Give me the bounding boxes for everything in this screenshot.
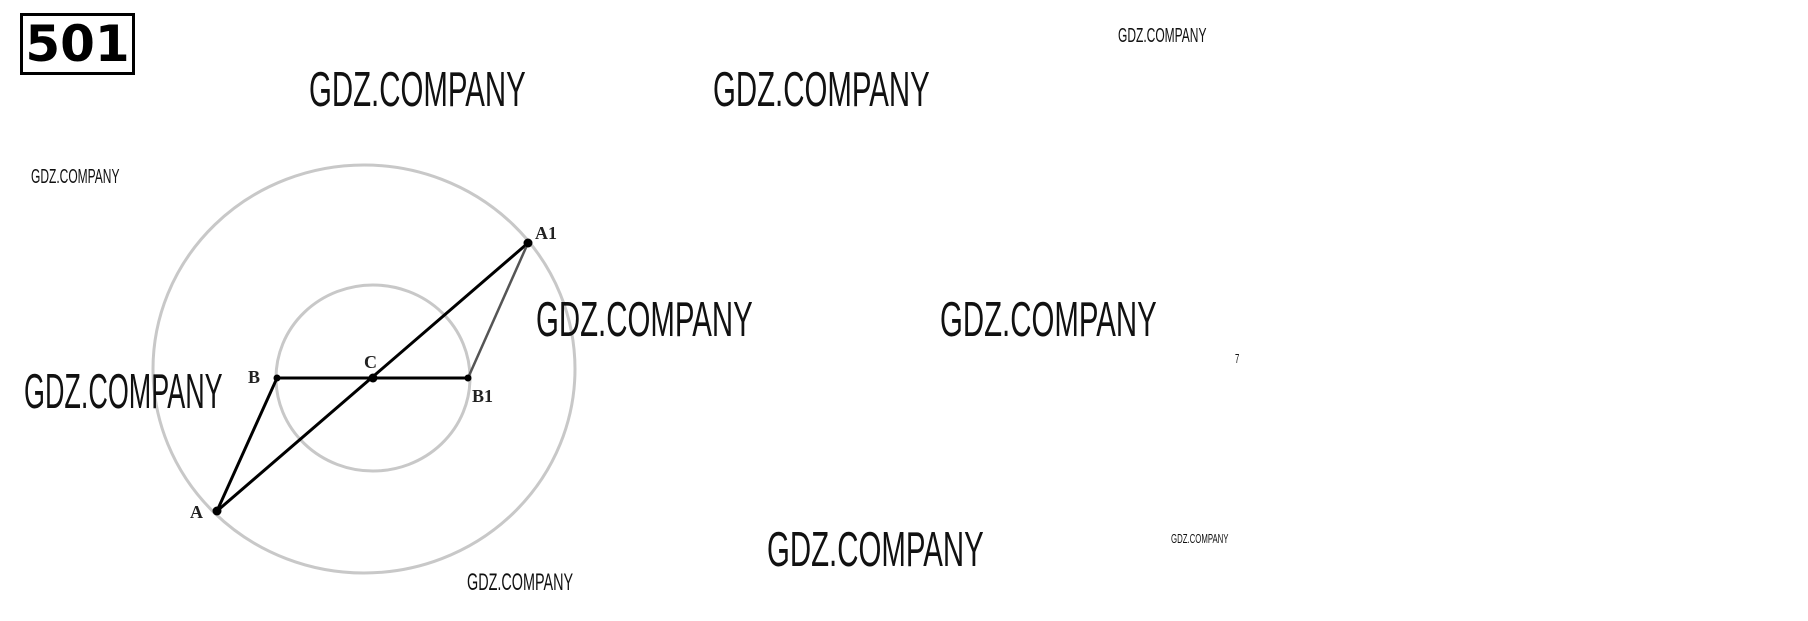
problem-number: 501 [20, 13, 135, 75]
watermark: GDZ.COMPANY [467, 569, 574, 596]
point-b1 [464, 374, 472, 382]
label-c: C [364, 352, 377, 372]
segment-a-b [215, 377, 279, 512]
watermark: GDZ.COMPANY [536, 293, 753, 347]
watermark: GDZ.COMPANY [1118, 25, 1207, 47]
watermark: GDZ.COMPANY [309, 63, 526, 117]
label-a1: A1 [535, 223, 557, 243]
watermark: GDZ.COMPANY [767, 523, 984, 577]
watermark: GDZ.COMPANY [24, 365, 223, 419]
point-a1 [523, 238, 533, 248]
watermark: GDZ.COMPANY [940, 293, 1157, 347]
label-b: B [248, 367, 260, 387]
segment-b1-a1 [466, 242, 530, 379]
outer-circle [151, 163, 577, 575]
watermark: GDZ.COMPANY [713, 63, 930, 117]
point-c [368, 373, 378, 383]
point-a [212, 506, 222, 516]
label-b1: B1 [472, 386, 493, 406]
watermark: GDZ.COMPANY [31, 166, 120, 188]
stray-mark: 7 [1235, 351, 1240, 366]
point-b [273, 374, 281, 382]
label-a: A [190, 502, 203, 522]
watermark: GDZ.COMPANY [1171, 531, 1229, 546]
